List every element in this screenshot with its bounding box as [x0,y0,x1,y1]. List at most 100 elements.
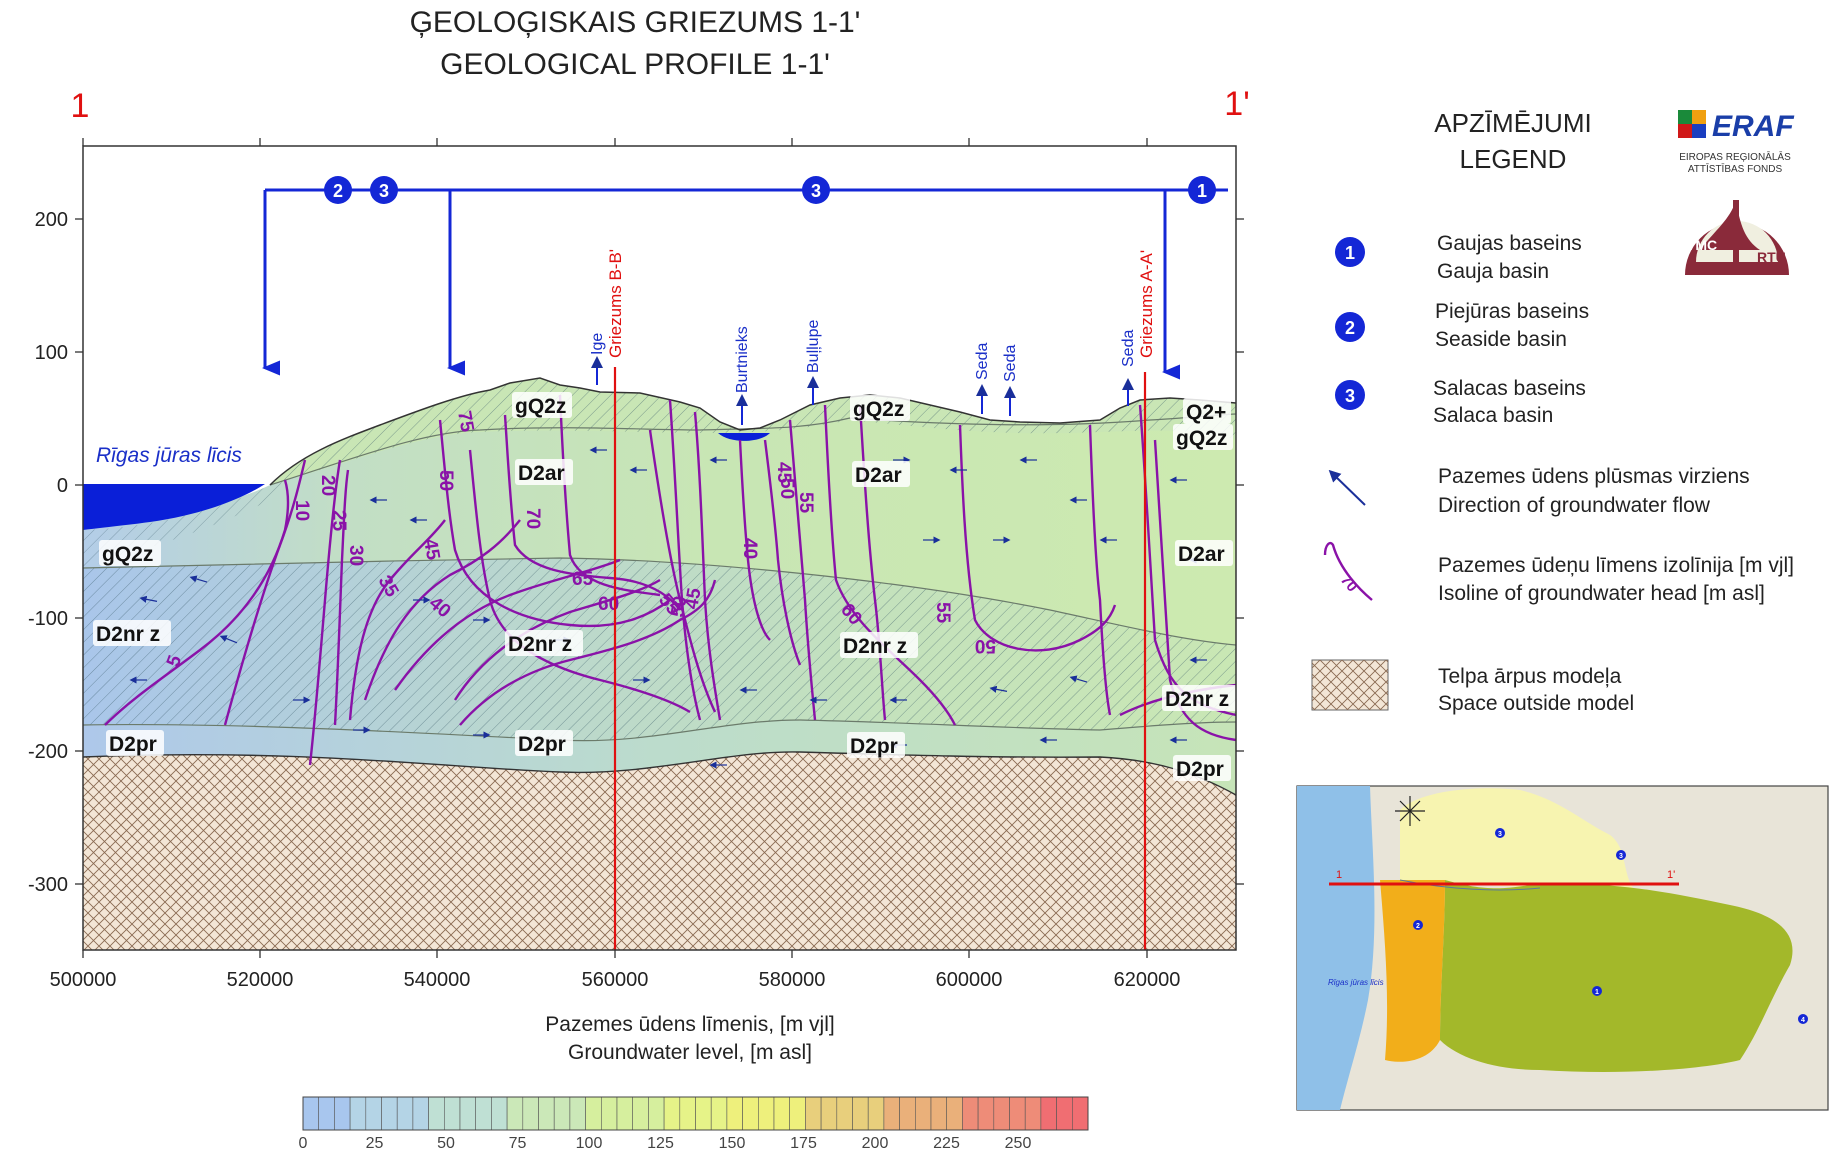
isoline-label: 50 [776,478,797,499]
svg-text:RTU: RTU [1757,249,1786,265]
y-tick-label: -200 [28,741,68,763]
colorbar-cell [522,1096,539,1131]
flow-arrow [989,685,1008,693]
colorbar-cell [585,1096,602,1131]
colorbar-cell [302,1096,319,1131]
isoline-label: 50 [667,594,691,618]
colorbar-cell [930,1096,947,1131]
colorbar-cell [506,1096,524,1131]
colorbar-cell [569,1096,586,1131]
colorbar-cell [757,1096,775,1131]
colorbar-cell [428,1096,445,1131]
isoline-label: 45 [773,462,794,484]
layer-label-d2pr: D2pr [518,733,566,756]
legend-iso-en: Isoline of groundwater head [m asl] [1438,582,1765,605]
layer-label-d2nrz: D2nr z [508,633,572,656]
svg-text:1: 1 [1336,869,1342,881]
isoline-label: 50 [975,635,996,656]
isoline-label: 65 [572,569,594,590]
x-tick-label: 580000 [759,969,826,991]
x-tick-label: 500000 [50,969,117,991]
x-axis-title-lv: Pazemes ūdens līmenis, [m vjl] [545,1013,834,1036]
colorbar-label: 25 [366,1135,384,1150]
layer-label-gq2z: gQ2z [102,543,153,566]
basin-markers: 2 3 3 1 [324,176,1216,204]
colorbar-cell [459,1096,476,1131]
colorbar-cell [663,1096,681,1131]
colorbar-cell [679,1096,696,1131]
colorbar-cell [616,1096,633,1131]
x-tick-label: 520000 [227,969,294,991]
svg-text:3: 3 [379,181,389,201]
legend-item-lv: Piejūras baseins [1435,300,1589,323]
colorbar-cell [491,1096,508,1131]
legend-heading-lv: APZĪMĒJUMI [1434,108,1591,138]
y-tick-label: 0 [57,475,68,497]
isoline-label: 20 [317,475,338,496]
svg-text:1: 1 [1345,243,1355,263]
colorbar-cell [742,1096,759,1131]
legend-item-en: Seaside basin [1435,328,1567,351]
section-label-aa: Griezums A-A' [1137,250,1156,358]
flow-arrow [139,595,158,603]
x-axis-title-en: Groundwater level, [m asl] [568,1041,812,1064]
colorbar-label: 75 [509,1135,527,1150]
isolines [104,394,1237,766]
colorbar-label: 150 [719,1135,746,1150]
colorbar-cell [805,1096,822,1131]
layer-label-d2nrz: D2nr z [96,623,160,646]
flow-arrows [129,446,1207,769]
colorbar-cell [852,1096,869,1131]
colorbar-cell [443,1096,461,1131]
colorbar-label: 250 [1005,1135,1032,1150]
layer-label-gq2z: gQ2z [1176,427,1227,450]
plot-frame [82,145,1237,951]
legend-badge-3 [1335,380,1365,410]
colorbar-cell [538,1096,555,1131]
svg-text:EIROPAS REĢIONĀLĀS: EIROPAS REĢIONĀLĀS [1679,151,1791,163]
colorbar-cell [349,1096,367,1131]
colorbar-cell [883,1096,900,1131]
colorbar-cell [789,1096,806,1131]
colorbar-cell [726,1096,743,1131]
axis-ticks [75,138,1244,958]
legend-outside-lv: Telpa ārpus modeļa [1438,665,1622,688]
river-label: Seda [974,343,991,380]
svg-text:3: 3 [1345,386,1355,406]
legend-flow-en: Direction of groundwater flow [1438,494,1711,517]
river-label: Burtnieks [734,326,751,393]
svg-text:1: 1 [1197,181,1207,201]
x-tick-label: 560000 [582,969,649,991]
eraf-logo: ERAF EIROPAS REĢIONĀLĀS ATTĪSTĪBAS FONDS [1678,110,1794,175]
svg-text:3: 3 [811,181,821,201]
colorbar-cell [381,1096,398,1131]
isoline-label: 70 [522,508,543,529]
colorbar-cell [695,1096,712,1131]
colorbar-cell [365,1096,382,1131]
colorbar-frame [302,1096,1089,1131]
legend-item-lv: Gaujas baseins [1437,232,1582,255]
colorbar-label: 125 [647,1135,674,1150]
colorbar-cell [553,1096,571,1131]
colorbar: 0 25 50 75 100 125 150 175 200 225 250 [299,1096,1089,1150]
isoline-label: 40 [739,538,760,559]
river-label: Seda [1002,345,1019,382]
svg-text:ERAF: ERAF [1712,110,1794,143]
x-tick-label: 600000 [936,969,1003,991]
isoline-label: 60 [598,594,619,615]
colorbar-cell [867,1096,885,1131]
river-label: Ige [589,333,606,355]
legend-iso-lv: Pazemes ūdeņu līmens izolīnija [m vjl] [1438,554,1794,577]
colorbar-label: 200 [862,1135,889,1150]
isoline-label: 45 [419,537,443,562]
inset-markers: 3 3 2 1 4 [1413,828,1808,1024]
colorbar-label: 0 [299,1135,308,1150]
colorbar-cell [1056,1096,1073,1131]
svg-text:3: 3 [1498,831,1502,838]
layer-label-d2ar: D2ar [518,462,565,485]
colorbar-cell [334,1096,351,1131]
colorbar-cell [820,1096,838,1131]
isoline-label: 55 [795,492,816,514]
x-tick-label: 620000 [1114,969,1181,991]
